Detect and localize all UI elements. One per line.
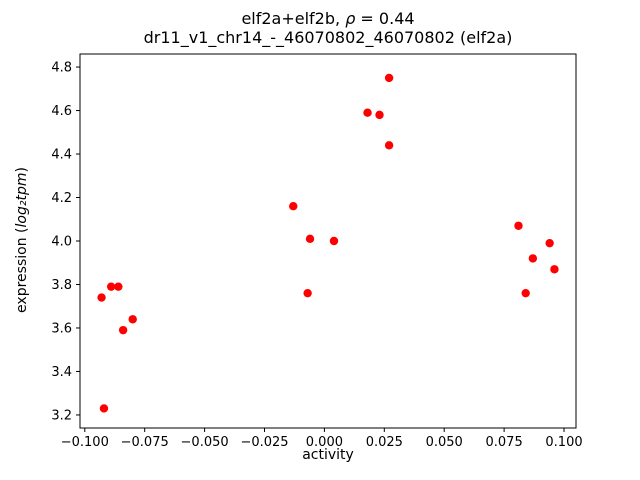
- title-gene-pair: elf2a+elf2b,: [241, 9, 346, 28]
- x-tick-label: 0.025: [366, 435, 403, 450]
- chart-title-line2: dr11_v1_chr14_-_46070802_46070802 (elf2a…: [143, 28, 513, 47]
- data-point: [550, 265, 559, 274]
- x-tick-label: −0.075: [121, 435, 169, 450]
- x-tick-label: 0.100: [545, 435, 582, 450]
- data-point: [303, 288, 312, 298]
- rho-value: = 0.44: [355, 9, 415, 28]
- data-point: [114, 282, 123, 291]
- data-point: [521, 288, 530, 298]
- y-tick-label: 3.8: [51, 278, 72, 293]
- y-tick-label: 3.6: [51, 321, 72, 336]
- rho-symbol: ρ: [345, 9, 356, 28]
- data-point: [97, 293, 106, 302]
- chart-title: elf2a+elf2b, ρ = 0.44 dr11_v1_chr14_-_46…: [80, 9, 576, 47]
- x-tick-label: −0.050: [181, 435, 229, 450]
- x-tick-label: 0.075: [486, 435, 523, 450]
- y-tick-label: 4.8: [51, 61, 72, 76]
- data-point: [545, 238, 554, 248]
- y-tick-label: 4.4: [51, 148, 72, 163]
- x-tick-label: −0.100: [61, 435, 109, 450]
- data-point: [329, 236, 339, 246]
- y-tick-label: 4.2: [51, 191, 72, 206]
- data-point: [363, 108, 372, 117]
- axes-frame: [79, 53, 577, 429]
- data-point: [384, 141, 394, 150]
- y-tick-label: 4.6: [51, 104, 72, 119]
- data-point: [128, 315, 137, 324]
- x-tick-label: −0.025: [240, 435, 288, 450]
- x-tick-label: 0.050: [426, 435, 463, 450]
- x-axis-label: activity: [302, 447, 354, 463]
- data-point: [528, 254, 538, 263]
- y-tick-label: 4.0: [51, 235, 72, 250]
- data-point: [289, 202, 298, 211]
- data-point: [305, 234, 315, 244]
- data-point: [99, 404, 109, 413]
- data-point: [118, 325, 128, 335]
- y-tick-label: 3.2: [51, 408, 72, 423]
- x-tick-label: 0.000: [306, 435, 343, 450]
- y-tick-label: 3.4: [51, 365, 72, 380]
- chart-title-line1: elf2a+elf2b, ρ = 0.44: [80, 9, 576, 28]
- data-point: [375, 110, 384, 120]
- data-point: [384, 73, 394, 83]
- data-point: [106, 282, 116, 291]
- data-point: [514, 221, 523, 230]
